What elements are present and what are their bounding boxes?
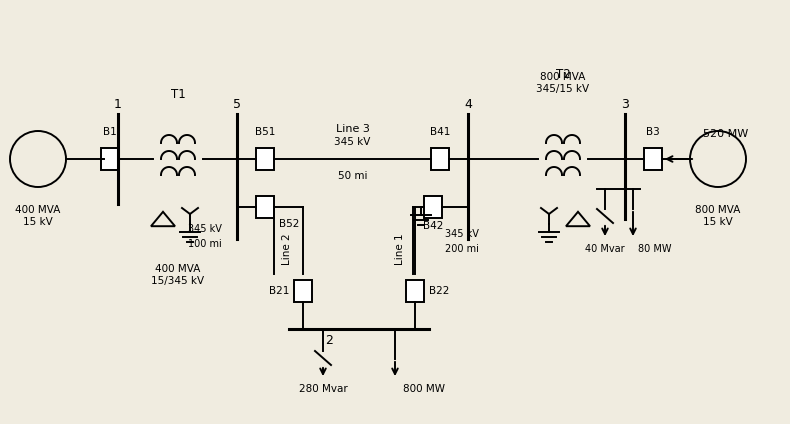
- Text: 80 MW: 80 MW: [638, 244, 672, 254]
- Text: 345 kV: 345 kV: [445, 229, 479, 239]
- Text: 40 Mvar: 40 Mvar: [585, 244, 625, 254]
- Text: B51: B51: [255, 127, 275, 137]
- Bar: [431, 148, 449, 170]
- Text: 800 MVA
15 kV: 800 MVA 15 kV: [695, 205, 741, 226]
- Bar: [101, 148, 119, 170]
- Bar: [424, 196, 442, 218]
- Text: B21: B21: [269, 286, 289, 296]
- Text: 3: 3: [621, 98, 629, 111]
- Text: 280 Mvar: 280 Mvar: [299, 384, 348, 394]
- Text: B3: B3: [646, 127, 660, 137]
- Text: 520 MW: 520 MW: [703, 129, 748, 139]
- Bar: [294, 280, 312, 302]
- Text: T2: T2: [555, 68, 570, 81]
- Text: B22: B22: [429, 286, 450, 296]
- Text: 5: 5: [233, 98, 241, 111]
- Text: Line 1: Line 1: [395, 233, 405, 265]
- Bar: [644, 148, 662, 170]
- Text: 2: 2: [325, 334, 333, 347]
- Text: B42: B42: [423, 221, 443, 231]
- Text: B52: B52: [279, 219, 299, 229]
- Text: 345 kV: 345 kV: [188, 224, 222, 234]
- Text: B1: B1: [103, 127, 117, 137]
- Text: T1: T1: [171, 88, 186, 101]
- Text: 345 kV: 345 kV: [334, 137, 371, 147]
- Text: 400 MVA
15/345 kV: 400 MVA 15/345 kV: [152, 264, 205, 286]
- Bar: [256, 196, 274, 218]
- Text: Line 2: Line 2: [282, 233, 292, 265]
- Text: 4: 4: [464, 98, 472, 111]
- Text: 400 MVA
15 kV: 400 MVA 15 kV: [15, 205, 61, 226]
- Text: 1: 1: [114, 98, 122, 111]
- Text: 200 mi: 200 mi: [445, 244, 479, 254]
- Text: B41: B41: [430, 127, 450, 137]
- Text: Line 3: Line 3: [336, 124, 370, 134]
- Text: 800 MW: 800 MW: [403, 384, 445, 394]
- Text: 800 MVA
345/15 kV: 800 MVA 345/15 kV: [536, 73, 589, 94]
- Text: 100 mi: 100 mi: [188, 239, 222, 249]
- Bar: [406, 280, 424, 302]
- Text: 50 mi: 50 mi: [338, 171, 367, 181]
- Bar: [256, 148, 274, 170]
